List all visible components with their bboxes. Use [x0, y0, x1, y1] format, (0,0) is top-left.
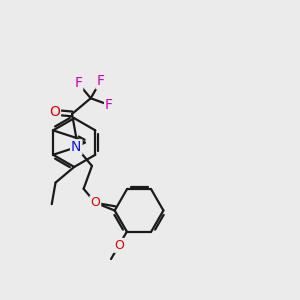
Text: F: F — [97, 74, 104, 88]
Text: O: O — [49, 105, 60, 119]
Text: F: F — [74, 76, 82, 90]
Text: O: O — [90, 196, 100, 209]
Text: F: F — [105, 98, 113, 112]
Text: N: N — [71, 140, 82, 154]
Text: O: O — [114, 239, 124, 252]
